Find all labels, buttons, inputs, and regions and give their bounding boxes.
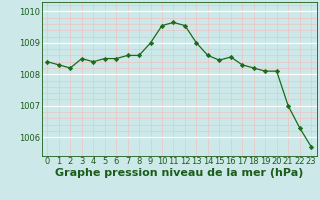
X-axis label: Graphe pression niveau de la mer (hPa): Graphe pression niveau de la mer (hPa) [55, 168, 303, 178]
